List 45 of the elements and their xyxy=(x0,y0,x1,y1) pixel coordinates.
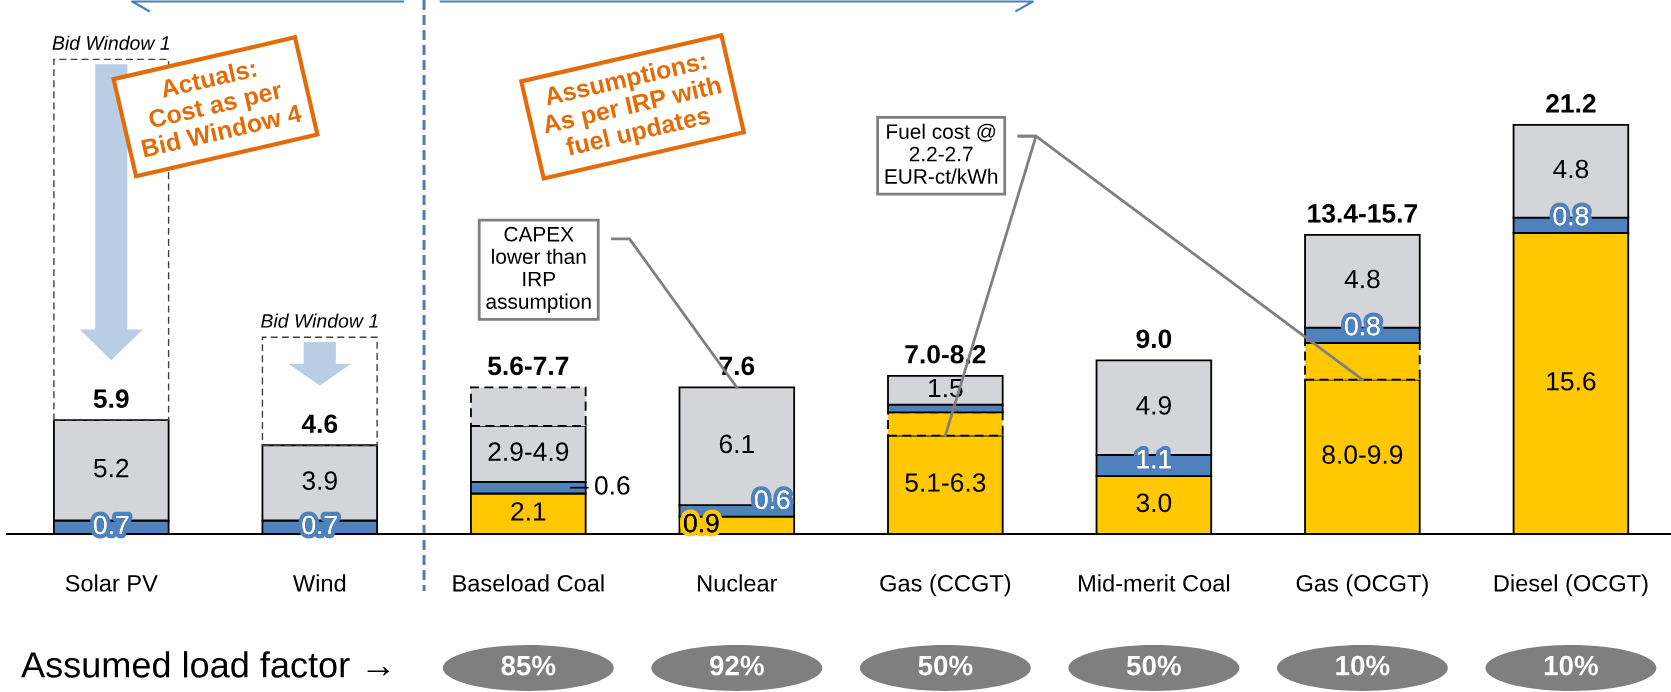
category-label: 92% xyxy=(709,655,764,676)
data-label: 15.6 xyxy=(1547,371,1596,391)
x-tick-label: Solar PV xyxy=(65,574,158,592)
x-tick-label: Gas (OCGT) xyxy=(1296,574,1428,597)
data-label: 4.9 xyxy=(1136,396,1171,415)
total-label: 9.0 xyxy=(1136,329,1172,349)
category-label: 85% xyxy=(501,655,556,676)
data-label: 0.9 xyxy=(684,513,719,533)
data-label: 3.9 xyxy=(302,471,337,490)
x-tick-label: Mid-merit Coal xyxy=(1079,574,1230,592)
data-label: 2.1 xyxy=(511,502,546,521)
total-label: 7.6 xyxy=(719,356,755,376)
data-label: 3.0 xyxy=(1136,493,1172,513)
x-tick-label: Wind xyxy=(292,574,346,592)
x-tick-label: Nuclear xyxy=(698,574,778,592)
data-label: 4.8 xyxy=(1344,269,1380,289)
text: Assumed load factor → xyxy=(21,651,389,678)
annotation: Bid Window 1 xyxy=(52,35,169,50)
category-label: 50% xyxy=(1126,655,1181,676)
data-label: 4.8 xyxy=(1553,159,1589,179)
data-label: 5.2 xyxy=(93,458,129,478)
total-label: 13.4-15.7 xyxy=(1308,204,1417,223)
annotation: Bid Window 1 xyxy=(261,313,378,328)
annotation: Actuals: Cost as per Bid Window 4 xyxy=(140,58,303,158)
annotation: 5.9 xyxy=(93,389,129,408)
data-label: 0.8 xyxy=(1553,206,1589,226)
bar xyxy=(261,336,378,446)
total-label: 21.2 xyxy=(1546,94,1596,113)
annotation: Fuel cost @ 2.2-2.7 EUR-ct/kWh xyxy=(885,123,998,184)
total-label: 5.6-7.7 xyxy=(488,356,569,376)
data-label: 0.8 xyxy=(1345,316,1380,336)
data-label: 8.0-9.9 xyxy=(1322,445,1403,464)
data-label: 5.1-6.3 xyxy=(905,473,986,492)
data-label: 2.9-4.9 xyxy=(488,442,569,462)
data-label: 0.6 xyxy=(595,476,630,495)
category-label: 10% xyxy=(1544,655,1598,676)
data-label: 6.1 xyxy=(719,434,754,454)
x-tick-label: Diesel (OCGT) xyxy=(1494,574,1648,597)
category-label: 10% xyxy=(1336,655,1390,676)
annotation: 4.6 xyxy=(301,414,338,434)
annotation: CAPEX lower than IRP assumption xyxy=(486,226,591,314)
x-tick-label: Baseload Coal xyxy=(453,574,604,592)
total-label: 7.0-8.2 xyxy=(905,344,986,364)
x-tick-label: Gas (CCGT) xyxy=(880,574,1011,597)
category-label: 50% xyxy=(918,655,973,676)
